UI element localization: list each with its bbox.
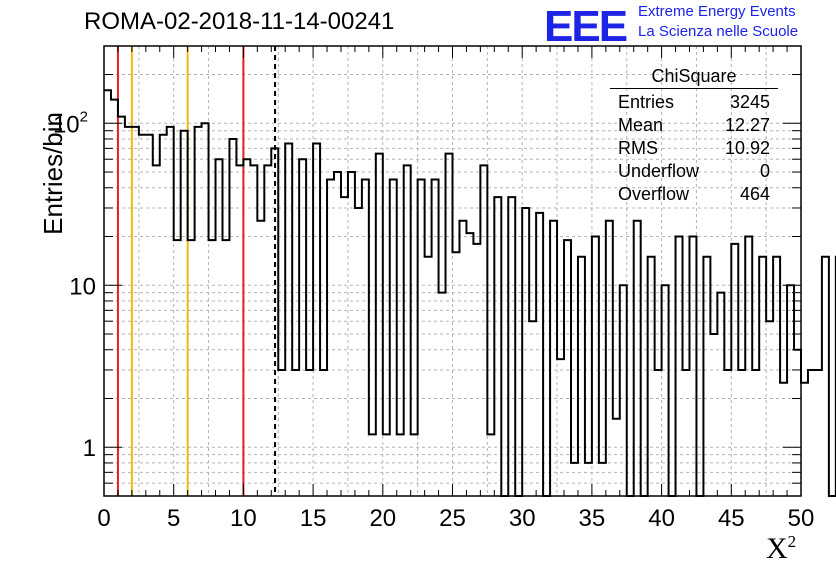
stats-row-rms: RMS 10.92 [610, 137, 778, 160]
x-tick-label: 20 [369, 505, 396, 532]
x-tick-label: 30 [509, 505, 536, 532]
logo-tagline-2: La Scienza nelle Scuole [638, 23, 799, 40]
stats-row-overflow: Overflow 464 [610, 183, 778, 206]
stats-label: Mean [618, 115, 664, 135]
x-axis-label-sup: 2 [787, 532, 797, 551]
stats-value: 12.27 [724, 115, 770, 135]
stats-label: Overflow [618, 184, 690, 204]
stats-value: 0 [759, 161, 770, 181]
stats-row-mean: Mean 12.27 [610, 114, 778, 137]
logo-tagline-1: Extreme Energy Events [638, 3, 796, 20]
y-tick-label: 1 [83, 435, 96, 462]
chart-title: ROMA-02-2018-11-14-00241 [84, 8, 395, 35]
y-tick-label-exponent: 2 [80, 108, 88, 125]
y-tick-label: 102 [53, 108, 88, 138]
x-tick-label: 0 [97, 505, 110, 532]
x-tick-label: 25 [439, 505, 466, 532]
stats-header: ChiSquare [610, 66, 778, 89]
stats-row-underflow: Underflow 0 [610, 160, 778, 183]
x-tick-label: 40 [648, 505, 675, 532]
histogram-series [104, 89, 836, 497]
x-tick-label: 10 [230, 505, 257, 532]
x-tick-label: 5 [167, 505, 180, 532]
stats-label: Underflow [618, 161, 700, 181]
stats-label: Entries [618, 92, 675, 112]
y-tick-label: 10 [69, 273, 96, 300]
stats-row-entries: Entries 3245 [610, 91, 778, 114]
stats-value: 464 [739, 184, 770, 204]
stats-value: 3245 [729, 92, 770, 112]
stats-value: 10.92 [724, 138, 770, 158]
stats-label: RMS [618, 138, 658, 158]
x-tick-label: 15 [300, 505, 327, 532]
x-tick-label: 50 [788, 505, 815, 532]
x-tick-label: 35 [579, 505, 606, 532]
x-axis-label: X2 [766, 532, 796, 566]
stats-box: ChiSquare Entries 3245 Mean 12.27 RMS 10… [610, 66, 778, 206]
eee-logo: EEE [544, 2, 628, 51]
x-tick-label: 45 [718, 505, 745, 532]
x-axis-label-text: X [766, 532, 788, 565]
